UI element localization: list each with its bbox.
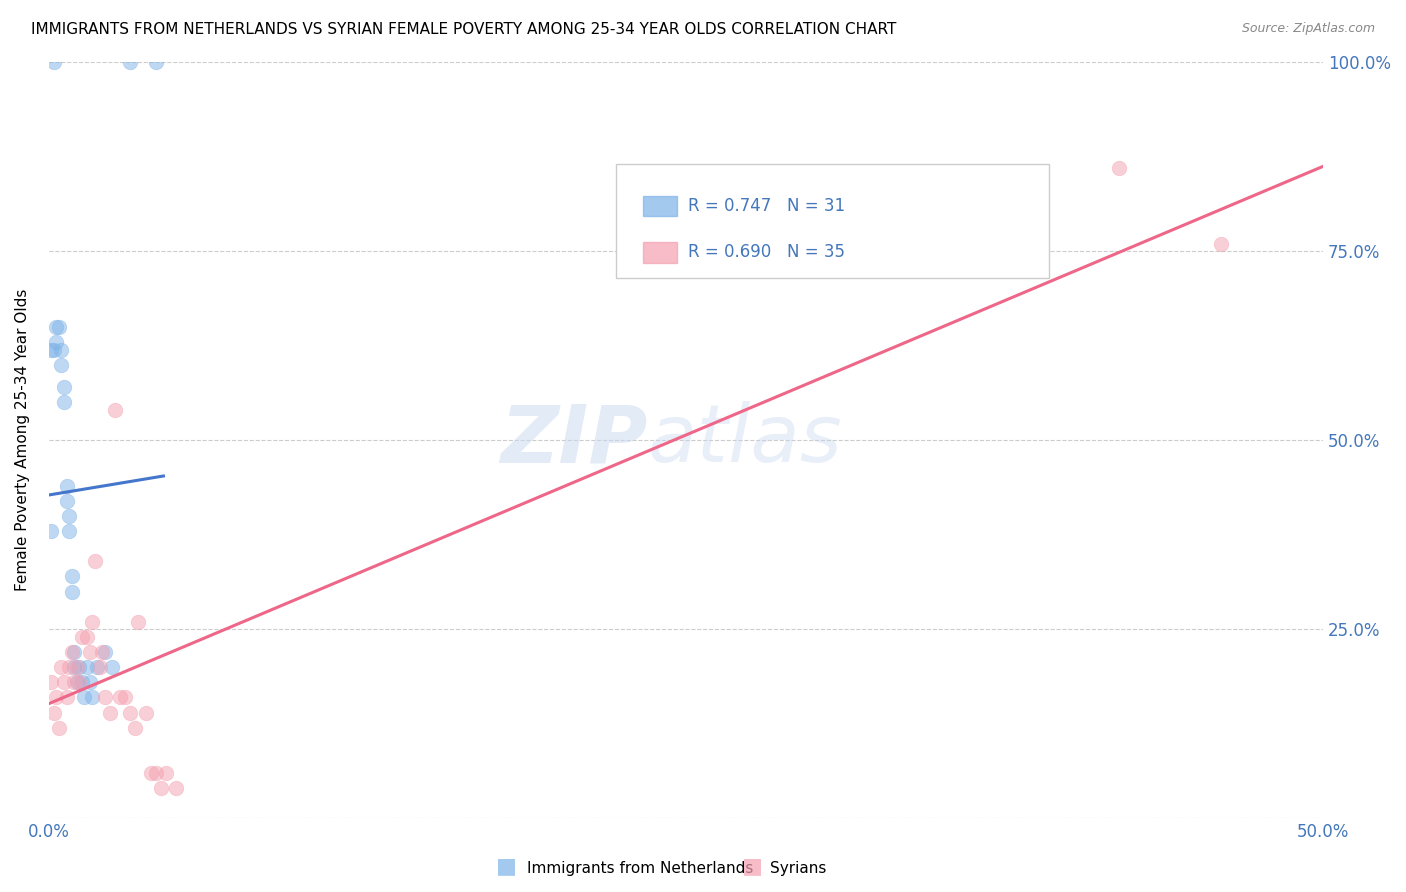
Point: [101, 660, 124, 674]
Text: ZIP: ZIP: [501, 401, 648, 479]
Point: [45, 319, 67, 334]
Point: [53, 380, 76, 394]
Point: [60, 569, 83, 583]
Point: [120, 706, 142, 720]
Point: [58, 660, 80, 674]
Text: ■: ■: [496, 856, 516, 876]
Point: [39, 343, 62, 357]
Point: [127, 615, 149, 629]
Point: [67, 660, 90, 674]
Point: [70, 675, 93, 690]
Point: [1211, 236, 1233, 251]
Point: [66, 675, 89, 690]
Point: [42, 343, 65, 357]
Point: [80, 615, 103, 629]
Point: [53, 675, 76, 690]
Point: [48, 319, 70, 334]
Point: [91, 645, 114, 659]
Point: [63, 660, 86, 674]
Y-axis label: Female Poverty Among 25-34 Year Olds: Female Poverty Among 25-34 Year Olds: [15, 289, 30, 591]
Point: [53, 395, 76, 409]
Point: [79, 645, 101, 659]
Point: [45, 690, 67, 705]
Text: IMMIGRANTS FROM NETHERLANDS VS SYRIAN FEMALE POVERTY AMONG 25-34 YEAR OLDS CORRE: IMMIGRANTS FROM NETHERLANDS VS SYRIAN FE…: [31, 22, 896, 37]
Point: [79, 675, 101, 690]
Point: [51, 343, 73, 357]
Point: [98, 706, 121, 720]
Text: ■: ■: [742, 856, 762, 876]
Point: [83, 554, 105, 568]
Point: [42, 706, 65, 720]
Point: [149, 781, 172, 796]
Text: Source: ZipAtlas.com: Source: ZipAtlas.com: [1241, 22, 1375, 36]
Point: [1108, 161, 1130, 175]
Point: [145, 55, 167, 70]
Point: [114, 690, 136, 705]
Point: [39, 675, 62, 690]
Point: [73, 690, 96, 705]
Text: Syrians: Syrians: [770, 861, 827, 876]
Point: [51, 358, 73, 372]
Point: [86, 660, 108, 674]
Point: [76, 660, 98, 674]
Point: [135, 706, 157, 720]
Point: [94, 645, 117, 659]
Point: [165, 781, 187, 796]
Text: R = 0.747   N = 31: R = 0.747 N = 31: [689, 197, 845, 215]
Point: [42, 55, 65, 70]
Point: [124, 721, 146, 735]
Point: [70, 630, 93, 644]
Point: [45, 334, 67, 349]
Point: [139, 766, 162, 780]
FancyBboxPatch shape: [616, 164, 1049, 277]
Point: [51, 660, 73, 674]
Point: [63, 645, 86, 659]
Text: Immigrants from Netherlands: Immigrants from Netherlands: [527, 861, 754, 876]
Point: [94, 690, 117, 705]
Point: [76, 630, 98, 644]
Point: [55, 690, 77, 705]
Point: [58, 524, 80, 538]
Point: [55, 493, 77, 508]
Point: [48, 721, 70, 735]
Text: atlas: atlas: [648, 401, 842, 479]
Point: [67, 675, 90, 690]
Point: [63, 675, 86, 690]
Point: [80, 690, 103, 705]
Point: [104, 403, 127, 417]
Point: [58, 508, 80, 523]
FancyBboxPatch shape: [643, 196, 678, 217]
Point: [66, 660, 89, 674]
FancyBboxPatch shape: [643, 243, 678, 262]
Point: [60, 584, 83, 599]
Point: [60, 645, 83, 659]
Point: [108, 690, 131, 705]
Point: [120, 55, 142, 70]
Point: [39, 524, 62, 538]
Text: R = 0.690   N = 35: R = 0.690 N = 35: [689, 244, 845, 261]
Point: [155, 766, 177, 780]
Point: [89, 660, 111, 674]
Point: [55, 478, 77, 492]
Point: [145, 766, 167, 780]
